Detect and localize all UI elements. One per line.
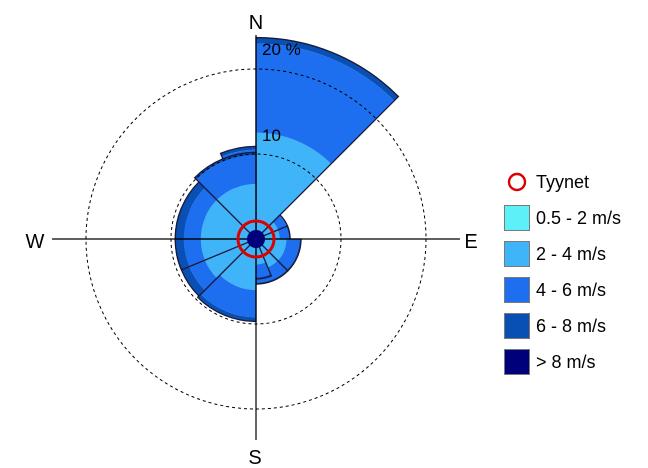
legend-item-speed-5: > 8 m/s	[504, 344, 621, 380]
sector-nnw-speed-2	[216, 183, 256, 235]
legend-label: > 8 m/s	[536, 351, 596, 372]
legend-swatch	[504, 241, 530, 267]
calm-ring	[236, 219, 276, 259]
compass-west-label: W	[26, 231, 45, 253]
legend-swatch	[504, 277, 530, 303]
calm-circle	[236, 219, 276, 259]
sector-ssw-outline	[196, 237, 257, 323]
legend-swatch	[504, 349, 530, 375]
wind-rose-sectors	[174, 36, 400, 323]
calm-circle-icon	[504, 169, 530, 195]
sector-nnw-speed-3	[196, 154, 256, 200]
sector-ese-speed-3	[277, 239, 300, 270]
sector-ese-speed-4	[286, 239, 302, 271]
legend-swatch	[504, 313, 530, 339]
legend-item-speed-3: 4 - 6 m/s	[504, 272, 621, 308]
sector-wnw-speed-2	[200, 199, 252, 239]
calm-center-dot	[247, 230, 265, 248]
ring-label-10: 10	[262, 126, 281, 145]
legend-label: Tyynet	[536, 171, 590, 192]
legend: Tyynet 0.5 - 2 m/s 2 - 4 m/s 4 - 6 m/s 6…	[504, 164, 621, 380]
sector-sse-speed-4	[256, 269, 288, 285]
ring-label-20: 20 %	[262, 40, 301, 59]
sector-wnw-speed-4	[175, 181, 205, 239]
sector-nne-speed-4	[256, 37, 399, 101]
legend-label: 2 - 4 m/s	[536, 243, 607, 264]
compass-east-label: E	[464, 231, 477, 253]
legend-label: 6 - 8 m/s	[536, 315, 607, 336]
sector-nnw-speed-4	[194, 152, 256, 180]
legend-item-speed-2: 2 - 4 m/s	[504, 236, 621, 272]
sector-nne-speed-2	[256, 132, 332, 235]
sector-nne-speed-3	[256, 43, 395, 164]
sector-ese-speed-2	[260, 239, 287, 261]
legend-item-speed-1: 0.5 - 2 m/s	[504, 200, 621, 236]
legend-item-speed-4: 6 - 8 m/s	[504, 308, 621, 344]
legend-swatch	[504, 205, 530, 231]
compass-south-label: S	[248, 447, 261, 468]
sector-wnw-speed-3	[183, 187, 217, 239]
legend-label: 0.5 - 2 m/s	[536, 207, 622, 228]
sector-nne-outline	[255, 36, 400, 241]
legend-item-calm: Tyynet	[504, 164, 621, 200]
legend-label: 4 - 6 m/s	[536, 279, 607, 300]
compass-north-label: N	[249, 12, 263, 34]
sector-ssw-speed-3	[200, 275, 256, 318]
